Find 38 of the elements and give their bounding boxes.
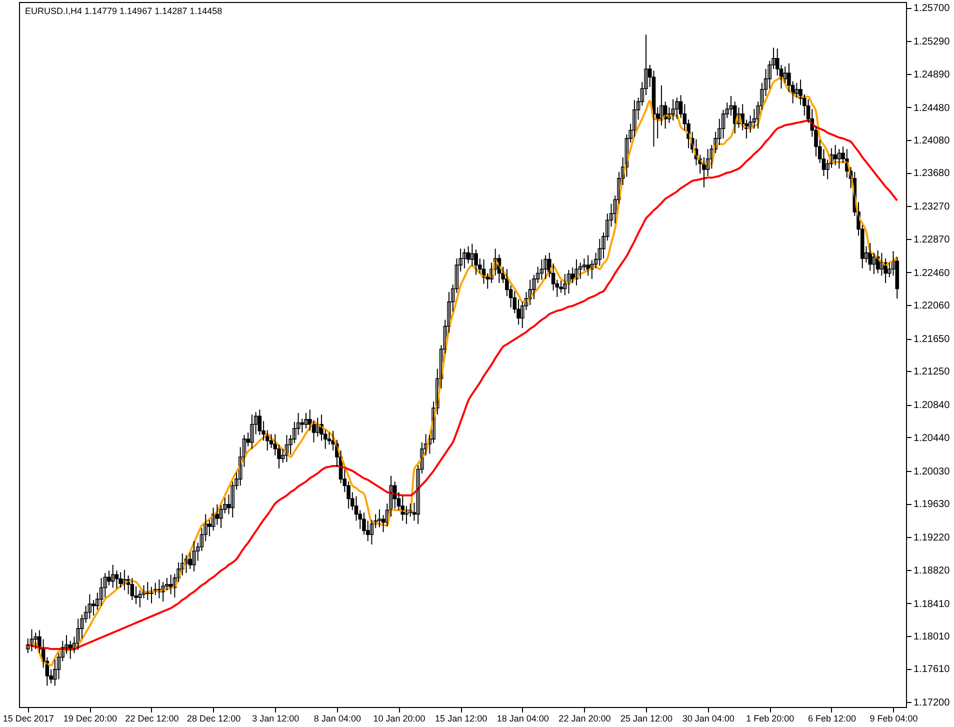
y-tick-label: 1.18410	[914, 598, 950, 610]
y-tick-label: 1.24890	[914, 69, 950, 80]
y-tick-label: 1.22460	[914, 268, 950, 279]
y-tick-label: 1.18010	[914, 631, 950, 642]
x-tick-label: 18 Jan 04:00	[496, 714, 549, 724]
chart-title: EURUSD.I,H4 1.14779 1.14967 1.14287 1.14458	[25, 6, 222, 16]
y-tick-label: 1.21650	[914, 334, 950, 346]
x-tick-label: 28 Dec 12:00	[187, 714, 241, 724]
x-tick-label: 6 Feb 12:00	[808, 714, 856, 724]
x-tick-label: 22 Dec 12:00	[125, 714, 179, 724]
x-tick-label: 10 Jan 20:00	[373, 714, 426, 724]
y-tick-label: 1.23680	[914, 168, 950, 180]
x-tick-label: 8 Jan 04:00	[314, 714, 361, 724]
y-tick-label: 1.22060	[914, 300, 950, 312]
y-tick-label: 1.21250	[914, 366, 950, 378]
y-tick-label: 1.17610	[914, 664, 950, 676]
x-tick-label: 19 Dec 20:00	[63, 714, 117, 724]
x-tick-label: 3 Jan 12:00	[252, 714, 300, 724]
y-tick-label: 1.24080	[914, 136, 950, 147]
x-tick-label: 25 Jan 12:00	[620, 714, 673, 724]
x-tick-label: 15 Dec 2017	[2, 714, 54, 724]
y-tick-label: 1.25700	[914, 3, 950, 14]
y-tick-label: 1.20440	[914, 432, 950, 444]
y-tick-label: 1.25290	[914, 36, 950, 48]
x-tick-label: 9 Feb 04:00	[870, 714, 918, 724]
y-tick-label: 1.20840	[914, 400, 950, 412]
y-tick-label: 1.22870	[914, 234, 950, 246]
x-tick-label: 15 Jan 12:00	[435, 714, 488, 724]
y-tick-label: 1.24480	[914, 102, 950, 114]
y-tick-label: 1.19220	[914, 532, 950, 544]
x-tick-label: 22 Jan 20:00	[558, 714, 611, 724]
x-tick-label: 1 Feb 20:00	[746, 714, 794, 724]
y-tick-label: 1.17200	[914, 698, 950, 709]
y-tick-label: 1.18820	[914, 565, 950, 576]
y-tick-label: 1.23270	[914, 202, 950, 213]
y-tick-label: 1.20030	[914, 466, 950, 478]
y-tick-label: 1.19630	[914, 499, 950, 510]
x-tick-label: 30 Jan 04:00	[682, 714, 734, 724]
